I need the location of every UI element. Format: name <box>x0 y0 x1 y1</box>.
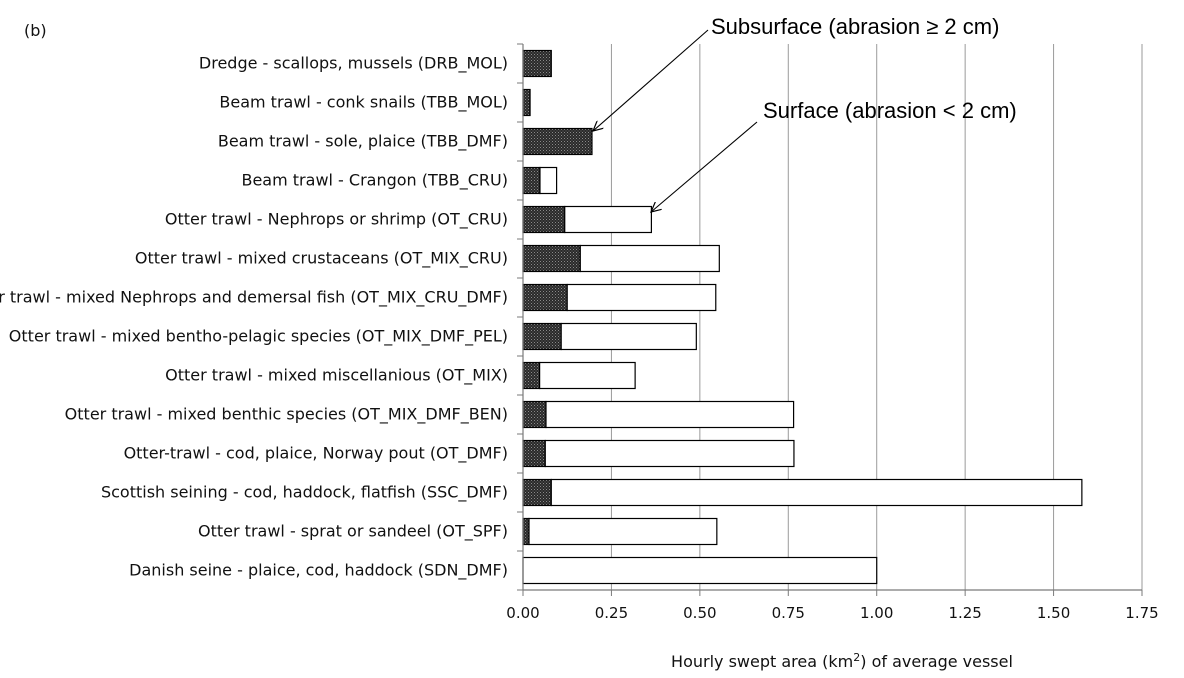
panel-label: (b) <box>24 21 47 40</box>
bar-surface <box>550 478 1083 507</box>
x-tick-label: 0.25 <box>595 604 628 622</box>
bar-subsurface <box>522 400 547 429</box>
category-label: Beam trawl - conk snails (TBB_MOL) <box>219 93 508 113</box>
category-label: Scottish seining - cod, haddock, flatfis… <box>101 483 508 503</box>
bar-surface <box>528 517 718 546</box>
bar-surface <box>539 166 558 195</box>
category-label: Dredge - scallops, mussels (DRB_MOL) <box>199 54 508 74</box>
gridlines <box>610 44 1143 590</box>
bar-subsurface <box>522 88 531 117</box>
annotation-surface-arrow <box>651 121 758 212</box>
x-axis-title: Hourly swept area (km2) of average vesse… <box>671 651 1013 671</box>
bar-surface <box>566 283 717 312</box>
bar-subsurface <box>522 478 552 507</box>
x-tick-label: 1.25 <box>948 604 981 622</box>
bar-surface <box>522 556 878 585</box>
bar-surface <box>560 322 697 351</box>
annotation-surface: Surface (abrasion < 2 cm) <box>763 98 1017 123</box>
bar-subsurface <box>522 322 562 351</box>
x-tick-label: 0.00 <box>506 604 539 622</box>
bar-subsurface <box>522 283 568 312</box>
bar-subsurface <box>522 205 566 234</box>
category-label: Otter trawl - sprat or sandeel (OT_SPF) <box>198 522 508 542</box>
x-tick-labels: 0.00 0.25 0.50 0.75 1.00 1.25 1.50 1.75 <box>506 604 1158 622</box>
category-label: Beam trawl - sole, plaice (TBB_DMF) <box>218 132 508 152</box>
category-label: Otter trawl - mixed bentho-pelagic speci… <box>9 327 508 347</box>
category-label: Otter-trawl - cod, plaice, Norway pout (… <box>124 444 508 464</box>
category-label: Otter trawl - mixed Nephrops and demersa… <box>0 288 508 308</box>
bar-surface <box>545 400 795 429</box>
bar-subsurface <box>522 166 541 195</box>
bar-surface <box>544 439 795 468</box>
category-labels: Dredge - scallops, mussels (DRB_MOL) Beam… <box>0 54 508 581</box>
annotation-subsurface-arrow <box>593 29 709 131</box>
x-tick-label: 1.00 <box>860 604 893 622</box>
bar-surface <box>564 205 652 234</box>
x-tick-label: 1.75 <box>1125 604 1158 622</box>
bars <box>522 49 1083 585</box>
x-tick-label: 0.75 <box>772 604 805 622</box>
bar-subsurface <box>522 439 546 468</box>
category-label: Otter trawl - Nephrops or shrimp (OT_CRU… <box>165 210 508 230</box>
bar-surface <box>579 244 720 273</box>
bar-surface <box>539 361 636 390</box>
bar-subsurface <box>522 49 552 78</box>
category-label: Otter trawl - mixed miscellanious (OT_MI… <box>165 366 508 386</box>
bar-subsurface <box>522 517 530 546</box>
category-label: Danish seine - plaice, cod, haddock (SDN… <box>129 561 508 581</box>
category-label: Beam trawl - Crangon (TBB_CRU) <box>241 171 508 191</box>
x-tick-label: 0.50 <box>683 604 716 622</box>
bar-subsurface <box>522 127 593 156</box>
category-label: Otter trawl - mixed crustaceans (OT_MIX_… <box>135 249 508 269</box>
bar-subsurface <box>522 361 541 390</box>
bar-subsurface <box>522 244 581 273</box>
category-label: Otter trawl - mixed benthic species (OT_… <box>65 405 508 425</box>
axes <box>517 43 1143 596</box>
annotation-subsurface: Subsurface (abrasion ≥ 2 cm) <box>711 14 999 39</box>
x-tick-label: 1.50 <box>1037 604 1070 622</box>
